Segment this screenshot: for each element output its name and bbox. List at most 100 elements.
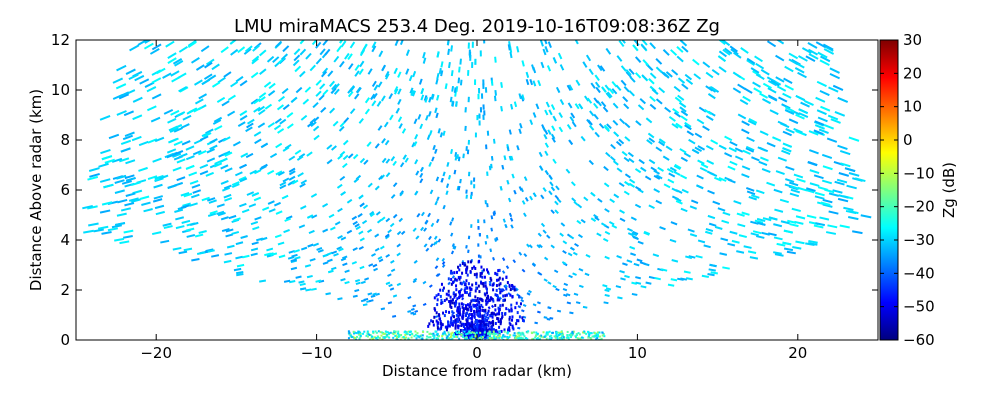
reflectivity-gate — [685, 78, 694, 85]
reflectivity-gate-ground — [567, 336, 570, 339]
reflectivity-gate — [419, 123, 424, 130]
reflectivity-gate-core — [440, 301, 443, 305]
reflectivity-gate-core — [515, 301, 518, 305]
reflectivity-gate — [513, 101, 518, 108]
reflectivity-gate — [538, 272, 543, 276]
reflectivity-gate — [732, 71, 742, 79]
reflectivity-gate — [600, 101, 607, 108]
reflectivity-gate — [361, 219, 368, 225]
reflectivity-gate — [347, 153, 354, 159]
reflectivity-gate — [440, 61, 444, 68]
reflectivity-gate — [422, 51, 426, 59]
reflectivity-gate — [166, 153, 176, 159]
reflectivity-gate — [143, 42, 154, 50]
reflectivity-gate — [181, 140, 191, 146]
reflectivity-gate — [416, 212, 421, 218]
reflectivity-gate-ground — [428, 333, 431, 336]
reflectivity-gate-ground — [484, 338, 487, 340]
reflectivity-gate — [114, 179, 125, 184]
reflectivity-gate-core — [487, 309, 490, 313]
reflectivity-gate-core — [445, 292, 448, 296]
reflectivity-gate-core — [460, 302, 463, 306]
reflectivity-gate — [467, 235, 471, 240]
reflectivity-gate — [368, 263, 374, 267]
reflectivity-gate-ground — [430, 333, 433, 336]
reflectivity-gate — [788, 58, 799, 66]
reflectivity-gate — [516, 145, 520, 151]
reflectivity-gate — [798, 55, 808, 62]
reflectivity-gate-ground — [456, 334, 459, 337]
reflectivity-gate — [121, 180, 133, 185]
reflectivity-gate — [278, 254, 286, 259]
reflectivity-gate — [369, 210, 375, 216]
reflectivity-gate-core — [481, 331, 484, 335]
reflectivity-gate-ground — [427, 336, 430, 339]
reflectivity-gate — [307, 214, 314, 219]
reflectivity-gate — [806, 187, 816, 192]
reflectivity-gate — [833, 160, 845, 166]
reflectivity-gate — [702, 125, 710, 132]
reflectivity-gate-ground — [507, 331, 510, 334]
reflectivity-gate-ground — [401, 336, 404, 339]
reflectivity-gate — [259, 165, 267, 171]
reflectivity-gate-ground — [416, 334, 419, 337]
reflectivity-gate-ground — [371, 337, 374, 340]
reflectivity-gate-ground — [357, 330, 360, 333]
reflectivity-gate — [705, 230, 713, 235]
reflectivity-gate — [364, 97, 371, 104]
reflectivity-gate-core — [457, 319, 460, 323]
reflectivity-gate-ground — [580, 336, 583, 339]
reflectivity-gate-core — [471, 325, 474, 329]
reflectivity-gate — [312, 242, 319, 247]
reflectivity-gate-core — [456, 309, 459, 313]
reflectivity-gate — [118, 91, 130, 98]
reflectivity-gate — [294, 149, 302, 155]
reflectivity-gate-ground — [593, 334, 596, 337]
reflectivity-gate — [330, 87, 337, 95]
reflectivity-gate-ground — [463, 330, 466, 333]
reflectivity-gate — [401, 128, 407, 134]
reflectivity-gate — [633, 40, 640, 47]
reflectivity-gate — [655, 146, 663, 152]
reflectivity-gate — [589, 110, 595, 117]
reflectivity-gate — [671, 259, 679, 263]
reflectivity-gate — [398, 217, 404, 223]
reflectivity-gate — [701, 274, 709, 278]
reflectivity-gate — [154, 174, 164, 180]
reflectivity-gate — [640, 43, 647, 51]
reflectivity-gate — [491, 304, 495, 309]
reflectivity-gate-ground — [460, 333, 463, 336]
reflectivity-gate — [268, 208, 276, 213]
reflectivity-gate — [761, 231, 770, 236]
reflectivity-gate — [741, 211, 750, 216]
reflectivity-gate — [742, 149, 751, 155]
reflectivity-gate — [570, 246, 575, 251]
reflectivity-gate — [216, 210, 225, 215]
reflectivity-gate — [274, 234, 282, 239]
reflectivity-gate-ground — [436, 334, 439, 337]
reflectivity-gate-ground — [359, 332, 362, 335]
reflectivity-gate — [594, 81, 601, 88]
reflectivity-gate — [837, 96, 849, 103]
reflectivity-gate-ground — [383, 336, 386, 339]
reflectivity-gate-ground — [452, 334, 455, 337]
reflectivity-gate-ground — [436, 332, 439, 335]
reflectivity-gate — [604, 208, 610, 213]
reflectivity-gate — [655, 58, 663, 65]
reflectivity-gate — [737, 113, 747, 120]
reflectivity-gate-core — [436, 323, 439, 327]
reflectivity-gate-core — [432, 323, 435, 327]
reflectivity-gate — [680, 115, 688, 122]
reflectivity-gate — [225, 228, 234, 233]
reflectivity-gate-core — [518, 315, 521, 319]
reflectivity-gate-ground — [583, 331, 586, 334]
reflectivity-gate-core — [465, 279, 468, 283]
reflectivity-gate-ground — [379, 331, 382, 334]
reflectivity-gate — [307, 121, 314, 128]
reflectivity-gate-ground — [566, 334, 569, 337]
reflectivity-gate — [689, 233, 698, 238]
reflectivity-gate — [788, 181, 799, 187]
reflectivity-gate — [359, 60, 365, 68]
reflectivity-gate — [847, 216, 859, 221]
